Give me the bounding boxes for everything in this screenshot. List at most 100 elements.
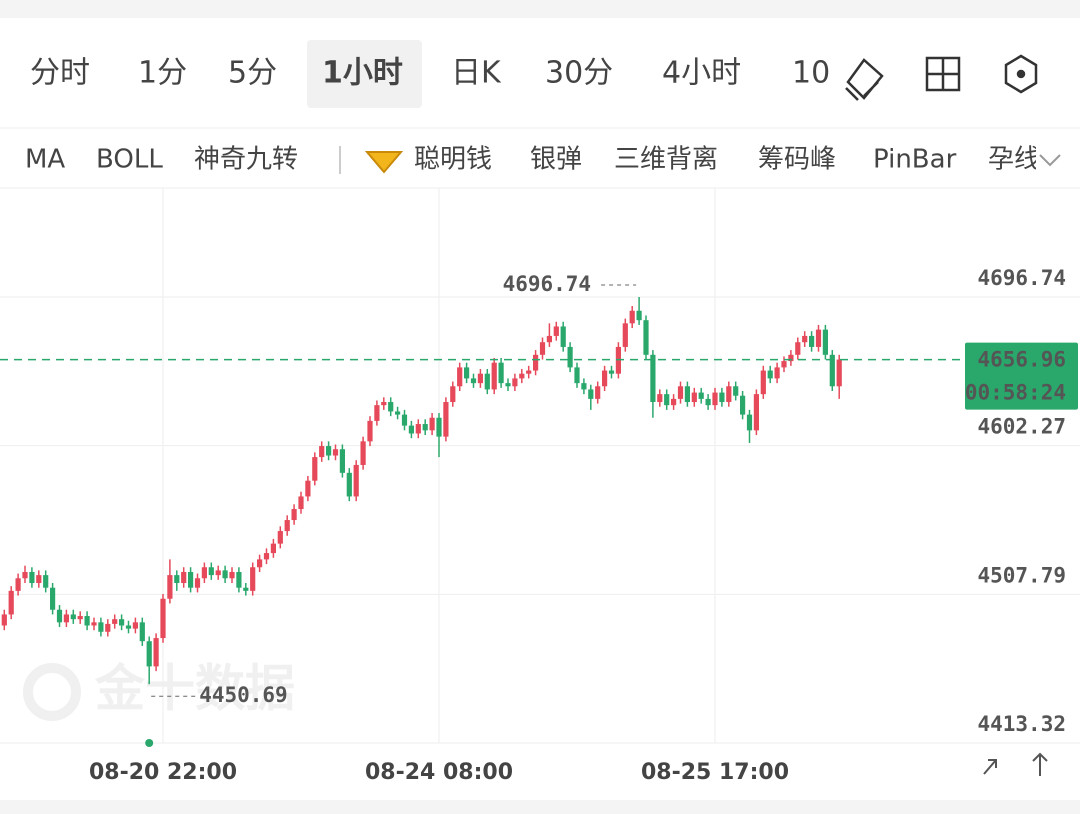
indicator[interactable]: 聪明钱 (414, 145, 492, 175)
candle-body (270, 543, 276, 554)
candle-body (277, 531, 283, 544)
candle-body (91, 622, 97, 626)
indicator[interactable]: 筹码峰 (758, 145, 836, 175)
candle-body (105, 623, 111, 632)
indicator[interactable]: 孕线 (988, 145, 1040, 175)
candle-body (664, 394, 670, 406)
candle-body (243, 587, 249, 591)
candle-body (360, 441, 366, 465)
candle-body (132, 622, 138, 629)
layout-icon[interactable] (925, 56, 961, 92)
min-label: 4450.69 (199, 683, 288, 707)
candle-body (194, 578, 201, 588)
bottom-strip (0, 800, 1080, 814)
candle-body (443, 402, 449, 437)
candle-body (595, 386, 601, 399)
indicator[interactable]: 神奇九转 (194, 145, 298, 175)
candle-body (712, 392, 718, 406)
candle-body (464, 367, 470, 379)
candle-body (691, 392, 697, 403)
candle-body (70, 614, 76, 620)
candle-body (622, 323, 628, 347)
indicator[interactable]: 银弹 (530, 145, 582, 175)
candle-body (381, 402, 387, 406)
candle-body (505, 383, 511, 387)
indicator[interactable]: MA (25, 145, 65, 175)
chart-tools[interactable] (983, 752, 1048, 776)
indicator[interactable]: BOLL (96, 145, 163, 175)
candle-body (181, 571, 187, 583)
tab[interactable]: 1分 (138, 56, 187, 91)
candle-body (746, 414, 753, 431)
candle-body (56, 609, 63, 623)
last-price-box (965, 342, 1078, 410)
scroll-icon[interactable] (1032, 752, 1048, 776)
candle-body (119, 619, 125, 626)
candle-body (822, 329, 828, 355)
tab[interactable]: 30分 (545, 56, 613, 91)
candle-body (112, 619, 118, 624)
tab[interactable]: 4小时 (662, 56, 741, 91)
candle-body (733, 386, 739, 396)
candle-body (401, 414, 408, 426)
candle-body (677, 386, 684, 399)
candle-body (408, 425, 414, 434)
y-tick-label: 4696.74 (977, 266, 1066, 290)
candle-body (774, 367, 780, 379)
x-tick-label: 08-20 22:00 (89, 760, 237, 785)
candle-body (553, 326, 559, 336)
tab[interactable]: 5分 (228, 56, 277, 91)
candle-body (470, 378, 477, 384)
candle-body (291, 509, 297, 521)
expand-icon[interactable] (1039, 154, 1061, 167)
candle-body (546, 335, 552, 343)
candle-body (395, 411, 401, 415)
x-tick-label: 08-25 17:00 (641, 760, 789, 785)
candle-body (781, 361, 787, 368)
y-tick-label: 4507.79 (977, 563, 1066, 587)
tab[interactable]: 1小时 (322, 56, 403, 91)
marker-dot (145, 739, 154, 747)
last-price-label: 4656.96 (977, 348, 1066, 372)
candle-body (326, 446, 332, 456)
tab-bar: 分时 1分 5分 1小时 日K 30分 4小时 10 (30, 56, 830, 91)
candle-body (636, 310, 642, 321)
candle-body (332, 449, 339, 456)
candle-body (22, 571, 28, 579)
watermark: 金十数据 (95, 660, 295, 718)
candle-body (719, 392, 725, 403)
candle-body (284, 520, 290, 532)
candle-body (815, 329, 822, 347)
x-tick-label: 08-24 08:00 (365, 760, 513, 785)
candle-body (77, 616, 83, 620)
candle-body (629, 310, 635, 324)
indicator[interactable]: PinBar (873, 145, 957, 175)
candle-body (50, 587, 56, 610)
settings-icon[interactable] (1004, 54, 1038, 94)
candle-body (753, 394, 759, 431)
candle-body (671, 398, 677, 406)
tool-icons[interactable] (845, 54, 1038, 101)
candle-body (533, 354, 539, 371)
candle-body (236, 571, 242, 588)
candle-body (167, 575, 173, 599)
indicator[interactable]: 三维背离 (614, 145, 718, 175)
candle-body (98, 622, 104, 632)
expand-icon[interactable] (983, 759, 997, 775)
tab[interactable]: 分时 (30, 56, 90, 91)
candle-body (802, 335, 808, 343)
candle-body (367, 420, 373, 442)
candle-body (608, 370, 615, 374)
candle-body (222, 570, 228, 579)
candle-body (263, 553, 270, 560)
draw-icon[interactable] (845, 58, 884, 101)
candle-body (574, 367, 580, 384)
tab[interactable]: 日K (451, 56, 502, 91)
candle-body (388, 402, 394, 412)
tab[interactable]: 10 (792, 56, 830, 91)
candle-body (519, 373, 525, 379)
candle-body (526, 370, 532, 374)
candle-body (153, 638, 159, 667)
diamond-icon (364, 151, 404, 174)
